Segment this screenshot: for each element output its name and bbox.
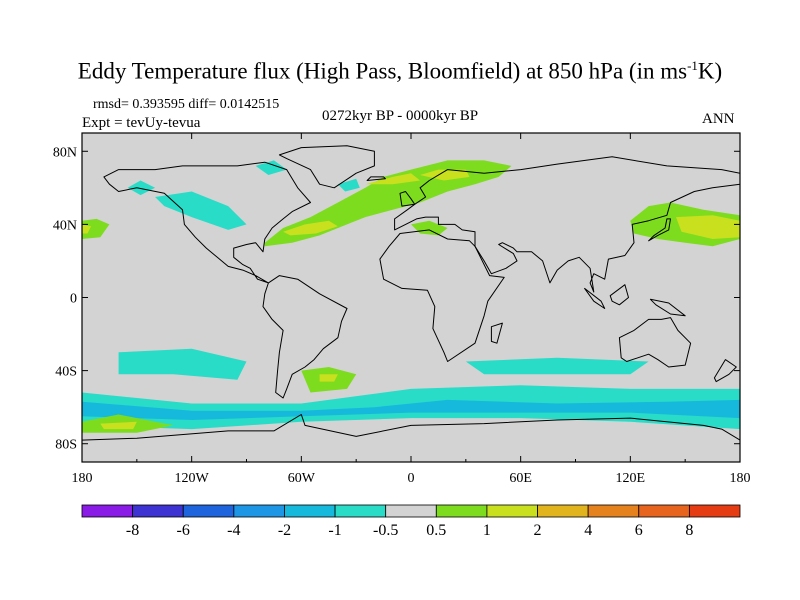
- chart-title: Eddy Temperature flux (High Pass, Bloomf…: [0, 58, 800, 85]
- y-tick-label: 0: [70, 292, 77, 307]
- colorbar-swatch: [182, 504, 235, 518]
- period-label: 0272kyr BP - 0000kyr BP: [322, 108, 479, 124]
- coastline-antarctica: [82, 414, 740, 462]
- field-region-south-pacific-negative: [118, 348, 247, 380]
- field-region-southern-ocean-stronger: [82, 399, 740, 420]
- field-region-alaska-negative: [127, 180, 156, 196]
- field-region-gulf-stream-core: [283, 220, 338, 236]
- colorbar-label: -0.5: [373, 522, 398, 539]
- field-region-northeast-pacific-negative: [155, 191, 247, 230]
- field-region-date-line-west-positive: [82, 218, 110, 239]
- field-region-indian-ocean-negative: [465, 357, 649, 375]
- colorbar-label: -2: [278, 522, 291, 539]
- y-tick-label: 40S: [55, 365, 77, 380]
- colorbar-swatch: [435, 504, 488, 518]
- coastline-new-guinea: [649, 298, 686, 317]
- coastline-borneo: [609, 284, 629, 306]
- field-region-antarctic-coast-core: [100, 421, 137, 430]
- coastline-madagascar: [490, 322, 503, 344]
- colorbar-label: -6: [177, 522, 190, 539]
- colorbar-swatch: [233, 504, 285, 518]
- colorbar-swatch: [638, 504, 690, 518]
- colorbar-label: 4: [584, 522, 592, 539]
- coastline-australia: [618, 317, 692, 368]
- coastline-japan: [648, 218, 671, 242]
- colorbar: -8 -6 -4 -2 -1 -0.5 0.5 1 2 4 6 8: [81, 504, 741, 539]
- field-region-south-atlantic-core: [319, 374, 338, 382]
- colorbar-label: 0.5: [426, 522, 446, 539]
- field-region-hudson-negative: [255, 160, 287, 175]
- colorbar-label: -4: [227, 522, 240, 539]
- colorbar-swatch: [385, 504, 437, 518]
- x-tick-label: 0: [408, 471, 415, 486]
- x-tick-label: 60E: [509, 471, 532, 486]
- chart-title-suffix: K): [697, 58, 723, 84]
- colorbar-swatch: [486, 504, 538, 518]
- field-region-nordic-core: [365, 173, 421, 185]
- coastline-greenland: [278, 145, 375, 189]
- field-region-date-line-west-core: [82, 224, 92, 234]
- map-layer: [81, 132, 741, 463]
- colorbar-swatch: [81, 504, 134, 518]
- y-tick-label: 80S: [55, 438, 77, 453]
- coastline-north-america: [103, 161, 311, 284]
- colorbar-label: 8: [685, 522, 693, 539]
- colorbar-label: -8: [126, 522, 139, 539]
- coastline-eurasia: [394, 156, 740, 293]
- colorbar-swatch: [284, 504, 336, 518]
- chart-title-superscript: -1: [687, 58, 698, 73]
- colorbar-swatch: [537, 504, 589, 518]
- coastline-new-zealand: [713, 359, 737, 383]
- stats-label: rmsd= 0.393595 diff= 0.0142515: [93, 97, 280, 112]
- x-tick-label: 120E: [616, 471, 646, 486]
- colorbar-label: -1: [328, 522, 341, 539]
- colorbar-swatch: [688, 504, 741, 518]
- experiment-label: Expt = tevUy-tevua: [82, 115, 201, 131]
- colorbar-swatch: [334, 504, 387, 518]
- colorbar-swatch: [132, 504, 184, 518]
- y-tick-label: 80N: [53, 145, 77, 160]
- season-label: ANN: [702, 111, 735, 127]
- coastline-sumatra: [584, 287, 606, 309]
- chart-title-main: Eddy Temperature flux (High Pass, Bloomf…: [77, 58, 688, 84]
- field-region-north-pacific-core: [676, 215, 740, 239]
- coastline-africa: [379, 229, 505, 362]
- x-tick-label: 180: [72, 471, 93, 486]
- field-region-scandinavia-core: [420, 169, 470, 181]
- colorbar-swatch: [587, 504, 640, 518]
- x-tick-label: 120W: [175, 471, 210, 486]
- x-tick-label: 60W: [288, 471, 316, 486]
- colorbar-label: 2: [534, 522, 542, 539]
- y-tick-label: 40N: [53, 218, 77, 233]
- x-tick-label: 180: [730, 471, 751, 486]
- axis-layer: 180 120W 60W 0 60E 120E 180 80N 40N 0 40S 80S: [53, 133, 751, 486]
- field-region-greenland-negative: [337, 178, 360, 192]
- coastline-great-britain: [399, 191, 416, 207]
- colorbar-label: 6: [635, 522, 643, 539]
- coastline-iceland: [366, 176, 386, 181]
- colorbar-label: 1: [483, 522, 491, 539]
- coastline-south-america: [262, 275, 348, 399]
